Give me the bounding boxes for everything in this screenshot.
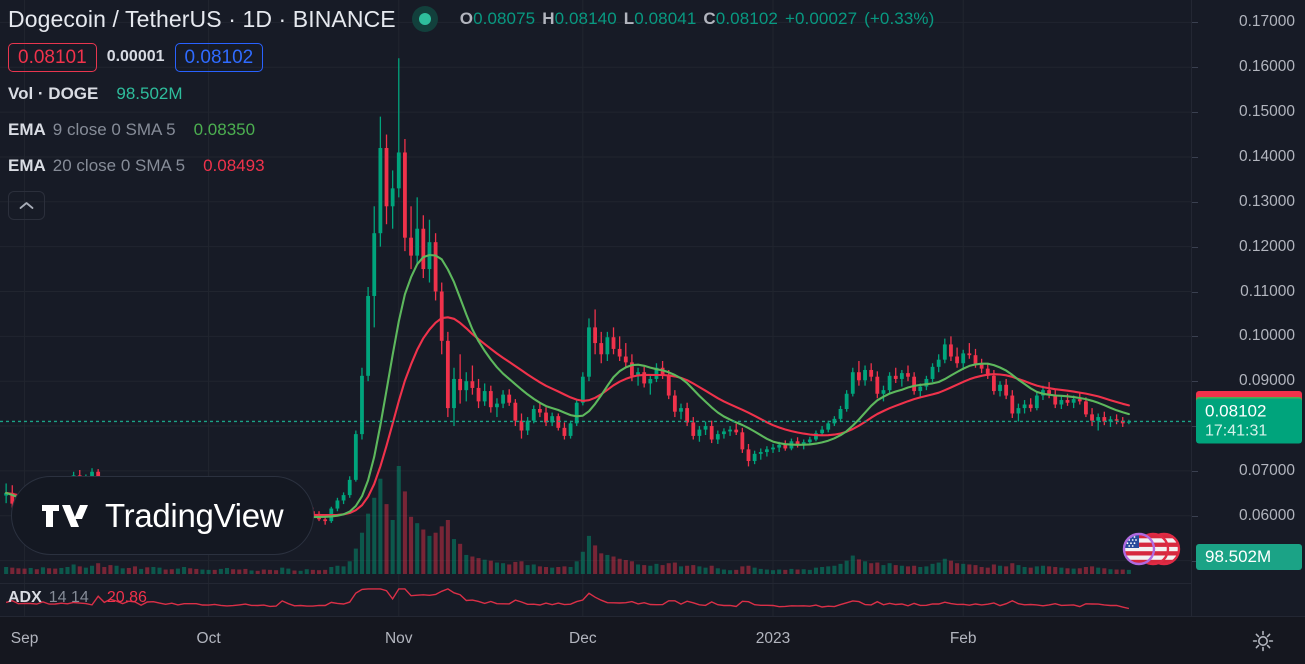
price-tick-label: 0.16000 bbox=[1238, 58, 1295, 76]
symbol-title[interactable]: Dogecoin / TetherUS · 1D · BINANCE bbox=[8, 5, 396, 32]
price-tick-label: 0.15000 bbox=[1238, 103, 1295, 121]
ema9-value: 0.08350 bbox=[193, 120, 256, 139]
ohlc-close-value: 0.08102 bbox=[715, 9, 778, 28]
collapse-legend-button[interactable] bbox=[8, 191, 45, 220]
legend-volume[interactable]: Vol · DOGE 98.502M bbox=[8, 76, 934, 112]
price-tick-label: 0.10000 bbox=[1238, 327, 1295, 345]
volume-label: Vol · DOGE bbox=[8, 84, 99, 103]
last-price-time: 17:41:31 bbox=[1205, 422, 1268, 440]
market-open-dot-icon bbox=[411, 6, 438, 32]
chevron-up-icon bbox=[19, 202, 34, 209]
legend-ema9[interactable]: EMA 9 close 0 SMA 5 0.08350 bbox=[8, 112, 934, 148]
ema20-value: 0.08493 bbox=[203, 156, 265, 175]
price-tick-mark bbox=[1192, 67, 1198, 69]
spread-value: 0.00001 bbox=[106, 48, 165, 65]
legend-title-row: Dogecoin / TetherUS · 1D · BINANCE O0.08… bbox=[8, 2, 934, 36]
time-tick-label: Dec bbox=[569, 630, 597, 647]
us-flag-coin-stack-icon[interactable] bbox=[1118, 530, 1184, 568]
ohlc-low-key: L bbox=[623, 9, 635, 28]
time-tick-label: Sep bbox=[10, 630, 39, 647]
last-price-badge[interactable]: 0.08102 17:41:31 bbox=[1196, 398, 1302, 444]
price-tick-label: 0.09000 bbox=[1238, 372, 1295, 390]
price-tick-mark bbox=[1192, 470, 1198, 472]
price-tick-mark bbox=[1192, 515, 1198, 517]
price-tick-mark bbox=[1192, 426, 1198, 428]
price-tick-mark bbox=[1192, 156, 1198, 158]
tradingview-logo-icon bbox=[42, 504, 88, 527]
time-tick-label: Oct bbox=[196, 630, 221, 647]
ohlc-open-key: O bbox=[459, 9, 474, 28]
time-tick-label: Nov bbox=[384, 630, 413, 647]
price-tick-mark bbox=[1192, 291, 1198, 293]
price-tick-mark bbox=[1192, 22, 1198, 24]
ohlc-high-value: 0.08140 bbox=[554, 9, 617, 28]
price-tick-label: 0.12000 bbox=[1238, 237, 1295, 255]
price-tick-mark bbox=[1192, 201, 1198, 203]
adx-args: 14 14 bbox=[48, 589, 89, 606]
ema20-label: EMA bbox=[8, 156, 46, 175]
price-tick-label: 0.14000 bbox=[1238, 147, 1295, 165]
price-tick-label: 0.11000 bbox=[1240, 282, 1295, 300]
time-tick-label: 2023 bbox=[755, 630, 791, 647]
ohlc-values: O0.08075 H0.08140 L0.08041 C0.08102 +0.00027… bbox=[460, 9, 935, 29]
ohlc-open-value: 0.08075 bbox=[473, 9, 536, 28]
price-tick-mark bbox=[1192, 112, 1198, 114]
price-tick-mark bbox=[1192, 381, 1198, 383]
volume-value: 98.502M bbox=[116, 84, 183, 103]
adx-indicator-pane[interactable]: ADX 14 14 20.86 bbox=[0, 583, 1191, 616]
ohlc-close-key: C bbox=[703, 9, 716, 28]
adx-label: ADX bbox=[8, 589, 42, 606]
time-axis[interactable]: Sep Oct Nov Dec 2023 Feb bbox=[0, 616, 1305, 664]
adx-legend[interactable]: ADX 14 14 20.86 bbox=[8, 589, 147, 607]
ask-price[interactable]: 0.08102 bbox=[174, 42, 264, 72]
gear-icon[interactable] bbox=[1251, 629, 1275, 653]
price-tick-mark bbox=[1192, 560, 1198, 562]
ohlc-low-value: 0.08041 bbox=[634, 9, 697, 28]
price-tick-label: 0.17000 bbox=[1238, 13, 1295, 31]
quote-row: 0.08101 0.00001 0.08102 bbox=[8, 38, 934, 76]
price-tick-mark bbox=[1192, 336, 1198, 338]
adx-value: 20.86 bbox=[106, 589, 147, 606]
ohlc-change: +0.00027 bbox=[784, 9, 858, 28]
chart-legend: Dogecoin / TetherUS · 1D · BINANCE O0.08… bbox=[8, 2, 934, 220]
watermark-label: TradingView bbox=[105, 496, 284, 534]
price-tick-label: 0.13000 bbox=[1238, 192, 1295, 210]
tradingview-watermark: TradingView bbox=[11, 476, 315, 555]
price-axis[interactable]: 0.17000 0.16000 0.15000 0.14000 0.13000 0.120… bbox=[1191, 0, 1305, 616]
ohlc-change-pct: (+0.33%) bbox=[864, 9, 935, 28]
price-tick-label: 0.07000 bbox=[1238, 461, 1295, 479]
price-tick-label: 0.06000 bbox=[1238, 506, 1295, 524]
legend-ema20[interactable]: EMA 20 close 0 SMA 5 0.08493 bbox=[8, 148, 934, 184]
bid-price[interactable]: 0.08101 bbox=[8, 42, 97, 72]
ema9-args: 9 close 0 SMA 5 bbox=[52, 120, 176, 139]
ema9-label: EMA bbox=[8, 120, 46, 139]
price-tick-mark bbox=[1192, 246, 1198, 248]
ema20-args: 20 close 0 SMA 5 bbox=[52, 156, 186, 175]
time-tick-label: Feb bbox=[949, 630, 977, 647]
volume-badge[interactable]: 98.502M bbox=[1196, 544, 1302, 570]
ohlc-high-key: H bbox=[542, 9, 555, 28]
